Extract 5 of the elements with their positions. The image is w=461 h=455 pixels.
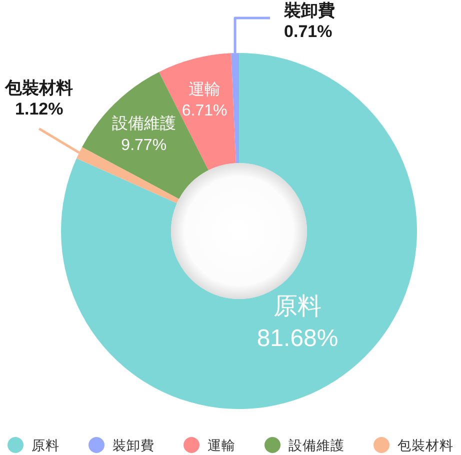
legend-label: 包裝材料	[398, 438, 454, 453]
legend-label: 原料	[32, 438, 60, 453]
legend-label: 設備維護	[288, 438, 344, 453]
legend-label: 運輸	[208, 438, 236, 453]
legend-label: 裝卸費	[112, 438, 154, 453]
